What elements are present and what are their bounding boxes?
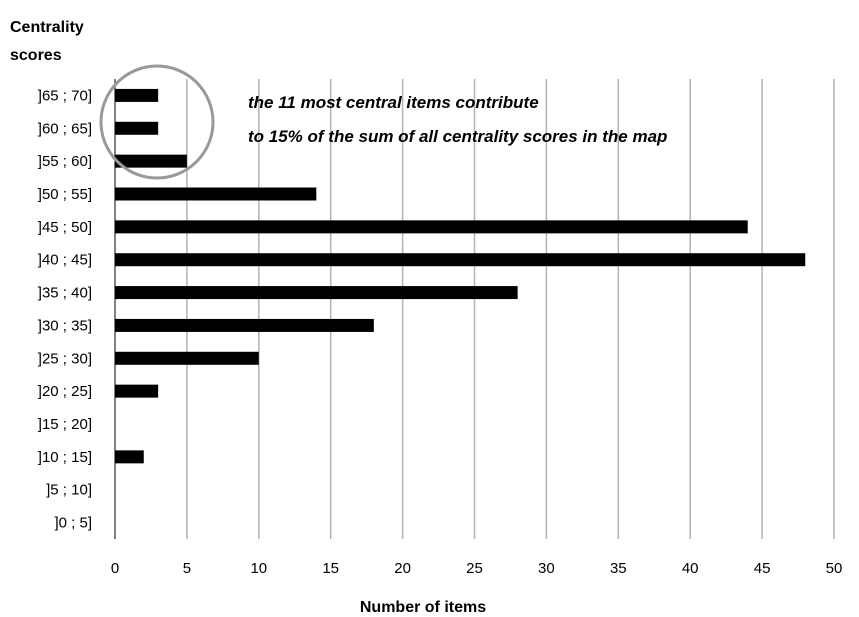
category-label: ]40 ; 45] <box>38 252 92 269</box>
x-tick-labels: 0 5 10 15 20 25 30 35 40 45 50 <box>111 560 843 577</box>
x-tick-label: 40 <box>682 560 699 577</box>
category-label: ]15 ; 20] <box>38 416 92 433</box>
bar <box>115 253 806 267</box>
y-axis-title-line2: scores <box>10 47 62 64</box>
category-label: ]60 ; 65] <box>38 120 92 137</box>
category-label: ]0 ; 5] <box>54 515 92 532</box>
category-label: ]20 ; 25] <box>38 383 92 400</box>
category-labels: ]0 ; 5] ]5 ; 10] ]10 ; 15] ]15 ; 20] ]20 ; 2… <box>38 87 92 531</box>
x-tick-label: 30 <box>538 560 555 577</box>
x-tick-label: 45 <box>754 560 771 577</box>
x-tick-label: 25 <box>466 560 483 577</box>
x-axis-title: Number of items <box>360 599 486 616</box>
bar <box>115 351 259 365</box>
x-tick-label: 10 <box>250 560 267 577</box>
y-axis-title-line1: Centrality <box>10 19 84 36</box>
bar <box>115 154 187 168</box>
bar <box>115 286 518 300</box>
bar <box>115 318 374 332</box>
x-tick-label: 50 <box>826 560 843 577</box>
category-label: ]35 ; 40] <box>38 285 92 302</box>
annotation-line2: to 15% of the sum of all centrality scor… <box>248 127 667 146</box>
category-label: ]65 ; 70] <box>38 87 92 104</box>
gridlines <box>186 79 835 539</box>
annotation-line1: the 11 most central items contribute <box>248 93 539 112</box>
highlight-circle <box>99 64 215 180</box>
bar <box>115 450 144 464</box>
bar <box>115 88 159 102</box>
bar <box>115 187 317 201</box>
category-label: ]55 ; 60] <box>38 153 92 170</box>
category-label: ]10 ; 15] <box>38 449 92 466</box>
x-tick-label: 0 <box>111 560 119 577</box>
bar <box>115 384 159 398</box>
category-label: ]45 ; 50] <box>38 219 92 236</box>
x-tick-label: 20 <box>394 560 411 577</box>
category-label: ]25 ; 30] <box>38 350 92 367</box>
x-tick-label: 15 <box>322 560 339 577</box>
bars <box>115 88 806 464</box>
bar <box>115 121 159 135</box>
category-label: ]5 ; 10] <box>46 482 92 499</box>
x-tick-label: 35 <box>610 560 627 577</box>
bar <box>115 220 748 234</box>
category-label: ]50 ; 55] <box>38 186 92 203</box>
category-label: ]30 ; 35] <box>38 317 92 334</box>
x-tick-label: 5 <box>183 560 191 577</box>
